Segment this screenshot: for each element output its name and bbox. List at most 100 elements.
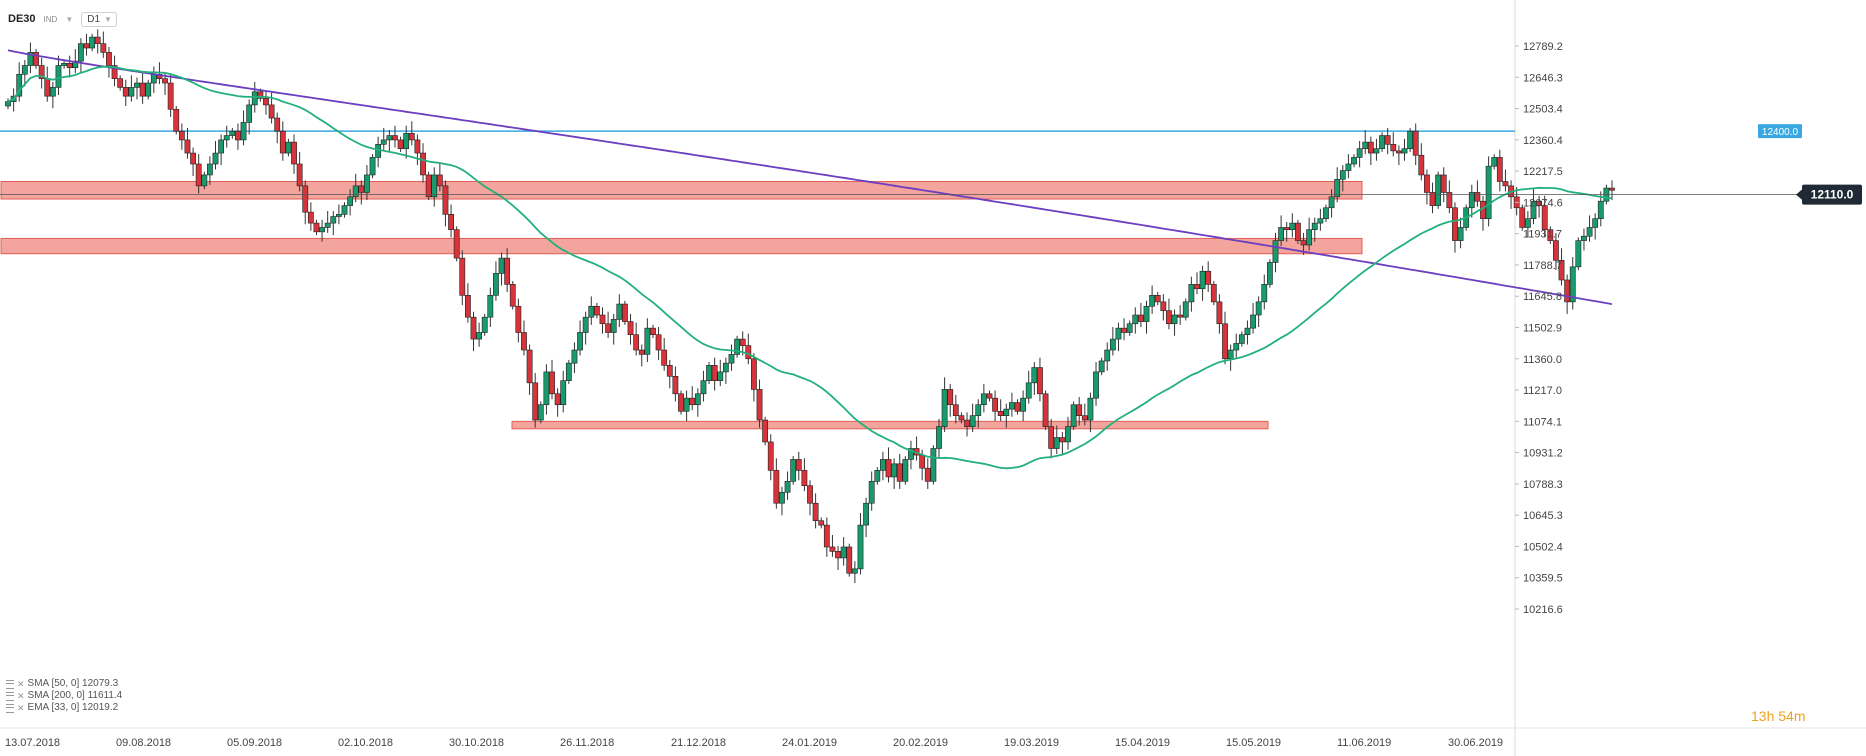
candle [61,60,67,69]
candle [1351,154,1357,168]
candle-body [952,404,959,416]
candle-body [880,459,886,471]
candle-body [1199,270,1206,290]
candle [1244,320,1251,345]
candle [672,366,679,402]
candle [1429,182,1436,214]
candle-body [1076,404,1083,416]
indicator-ema-33[interactable]: ✕ EMA [33, 0] 12019.2 [6,702,122,714]
settings-icon[interactable] [6,703,14,713]
close-icon[interactable]: ✕ [17,691,25,701]
candle-body [868,481,875,504]
candle-body [1255,301,1262,316]
candle-body [1188,284,1195,303]
candle [296,151,303,192]
candle [638,344,645,367]
candle-countdown: 13h 54m [1751,708,1806,724]
candle-body [526,349,533,384]
candle-body [150,73,157,84]
candle-body [717,371,724,381]
candle-body [986,393,993,399]
candle [1328,189,1335,218]
candle-body [347,196,354,206]
candle-body [1306,229,1313,246]
candle-body [751,358,757,390]
indicator-sma-50[interactable]: ✕ SMA [50, 0] 12079.3 [6,678,122,690]
candle [1216,294,1223,334]
candle-body [756,389,763,421]
candle [1519,204,1526,231]
indicator-sma-200[interactable]: ✕ SMA [200, 0] 11611.4 [6,690,122,702]
candle-body [661,349,668,366]
candle-body [941,389,948,427]
candle [1143,300,1150,334]
timeframe-label: D1 [87,13,101,25]
candle-body [195,163,202,187]
candle-body [829,546,836,552]
candle-body [1053,437,1060,449]
candle-body [722,362,729,373]
candle-body [207,163,213,176]
candle [851,561,858,584]
candle [330,211,337,236]
candle-body [1334,179,1341,198]
candle [1059,432,1066,454]
candle-body [1401,148,1408,154]
candle [44,66,51,102]
candle [78,38,84,74]
candle-body [1048,426,1055,449]
candle-body [128,87,135,97]
symbol-label[interactable]: DE30 [8,13,36,25]
candle [577,320,583,356]
candle-body [375,144,382,158]
candle [722,357,729,384]
candle [521,320,527,356]
timeframe-select[interactable]: D1 ▼ [81,11,117,27]
candle [117,75,124,91]
settings-icon[interactable] [6,679,14,689]
candle-body [1491,157,1498,167]
close-icon[interactable]: ✕ [17,703,25,713]
chevron-down-icon[interactable]: ▼ [65,14,74,24]
candle-body [162,78,168,84]
candle [21,60,28,87]
candle-body [335,214,342,217]
candle-body [896,463,903,482]
candle-body [408,133,415,141]
candle-body [100,43,107,53]
candle [212,141,219,170]
candle-body [1014,402,1021,412]
candle-body [122,87,129,97]
candle [1166,298,1172,330]
candle [537,401,544,424]
candle-body [1182,301,1189,318]
candle-body [605,323,611,333]
candle [1373,138,1380,161]
candle [167,73,174,117]
candle [162,73,168,96]
candle [678,390,684,415]
candle [1592,213,1599,240]
candle-body [1272,240,1279,263]
candle-body [139,82,146,97]
timer-hours: 13 [1751,708,1767,724]
settings-icon[interactable] [6,691,14,701]
candle [930,445,937,485]
candle [1558,248,1565,286]
candle-body [633,334,640,351]
candle-body [863,502,869,526]
candle-body [83,43,90,49]
close-icon[interactable]: ✕ [17,679,25,689]
candle-body [1227,349,1234,360]
candle-body [1575,240,1582,268]
candle [1115,322,1122,352]
candle-body [1407,130,1413,149]
timer-minutes-unit: m [1793,708,1806,724]
candle-body [1457,227,1464,241]
x-tick-label: 05.09.2018 [227,737,282,749]
candle [218,134,225,166]
candle [274,112,281,144]
candle [335,204,342,225]
candle-body [223,135,230,141]
